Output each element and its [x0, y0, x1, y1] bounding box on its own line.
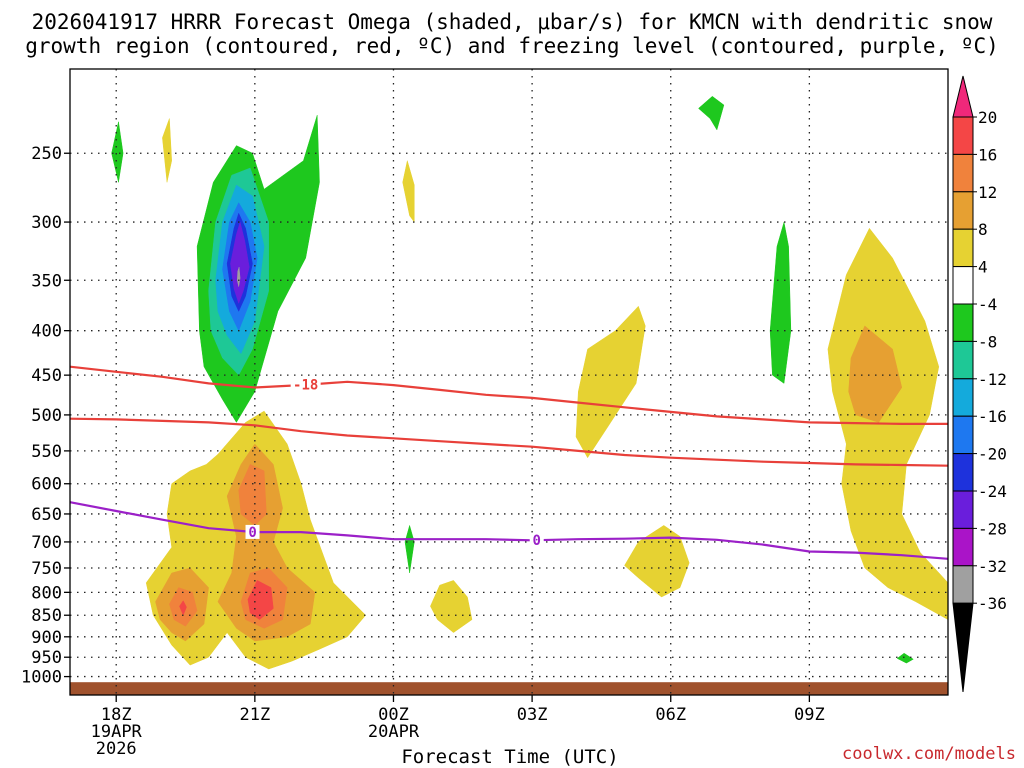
x-tick-date-00Z: 20APR — [368, 722, 420, 742]
omega-region-9 — [402, 160, 415, 223]
colorbar-label-6: -8 — [978, 332, 997, 351]
surface-terrain — [70, 682, 948, 695]
y-tick-label-550: 550 — [31, 442, 62, 462]
colorbar-swatch-10 — [952, 490, 974, 529]
surface-layer — [70, 682, 948, 695]
colorbar-label-13: -36 — [978, 594, 1007, 613]
contour-line--18 — [69, 365, 948, 425]
colorbar-label-3: 8 — [978, 220, 988, 239]
y-tick-label-1000: 1000 — [21, 668, 62, 688]
colorbar-swatch-9 — [952, 453, 974, 492]
plot-frame — [69, 68, 949, 696]
colorbar-cap-bottom — [952, 602, 974, 693]
omega-region-7 — [230, 221, 250, 304]
chart-title-line2: growth region (contoured, red, ºC) and f… — [25, 34, 999, 58]
colorbar-label-10: -24 — [978, 482, 1007, 501]
contour-label-bg-2-0 — [245, 524, 260, 539]
omega-region-1 — [162, 118, 172, 183]
colorbar-swatch-5 — [952, 303, 974, 342]
x-tick-date-18Z: 19APR — [91, 722, 143, 742]
y-tick-label-950: 950 — [31, 648, 62, 668]
omega-region-12 — [769, 221, 792, 384]
colorbar-swatch-3 — [952, 228, 974, 268]
colorbar-swatch-8 — [952, 415, 974, 455]
colorbar-label-9: -20 — [978, 445, 1007, 464]
omega-region-23 — [404, 525, 415, 574]
x-tick-label-09Z: 09Z — [794, 705, 825, 725]
contour-line--12 — [69, 417, 949, 467]
y-axis: 2503003504004505005506006507007508008509… — [21, 144, 70, 688]
colorbar: 20 16 12 8 4 -4 -8 -12 -16 -20 -24 -28 -32 -36 — [952, 75, 1007, 693]
y-tick-label-500: 500 — [31, 406, 62, 426]
x-tick-year-18Z: 2026 — [96, 739, 137, 759]
omega-region-0 — [111, 121, 124, 183]
colorbar-label-2: 12 — [978, 183, 997, 202]
colorbar-swatch-0 — [952, 116, 974, 155]
omega-region-26 — [896, 652, 914, 664]
omega-region-8 — [237, 266, 241, 287]
colorbar-label-11: -28 — [978, 519, 1007, 538]
colorbar-swatch-7 — [952, 378, 974, 417]
colorbar-swatch-4 — [952, 266, 974, 305]
x-tick-label-18Z: 18Z — [101, 705, 132, 725]
y-tick-label-850: 850 — [31, 606, 62, 626]
y-tick-label-650: 650 — [31, 505, 62, 525]
omega-region-11 — [575, 306, 646, 458]
contour-label-bg-2-1 — [529, 533, 544, 548]
omega-region-14 — [848, 325, 903, 423]
contour-label-2-1: 0 — [533, 533, 541, 549]
contour-line-0 — [69, 501, 949, 560]
omega-region-19 — [247, 580, 274, 620]
y-tick-label-450: 450 — [31, 366, 62, 386]
colorbar-swatch-6 — [952, 340, 974, 380]
contour-label-bg-0-0 — [290, 377, 321, 392]
colorbar-cap-top — [952, 75, 974, 118]
colorbar-swatch-1 — [952, 153, 974, 193]
contour-label-0-0: -18 — [293, 378, 318, 394]
x-tick-label-21Z: 21Z — [239, 705, 270, 725]
credit-link[interactable]: coolwx.com/models — [842, 744, 1016, 764]
x-tick-label-06Z: 06Z — [655, 705, 686, 725]
colorbar-swatch-12 — [952, 565, 974, 604]
omega-region-24 — [430, 580, 473, 633]
y-tick-label-600: 600 — [31, 475, 62, 495]
x-axis-title: Forecast Time (UTC) — [401, 746, 619, 768]
y-tick-label-250: 250 — [31, 144, 62, 164]
y-tick-label-750: 750 — [31, 559, 62, 579]
omega-region-10 — [698, 96, 725, 131]
y-tick-label-900: 900 — [31, 628, 62, 648]
contour-lines: -18 0 0 — [69, 365, 949, 560]
y-tick-label-800: 800 — [31, 583, 62, 603]
y-tick-label-700: 700 — [31, 533, 62, 553]
colorbar-label-5: -4 — [978, 295, 997, 314]
omega-region-25 — [624, 525, 690, 598]
colorbar-label-8: -16 — [978, 407, 1007, 426]
y-tick-label-350: 350 — [31, 271, 62, 291]
y-tick-label-400: 400 — [31, 322, 62, 342]
omega-shading-layer — [111, 96, 949, 670]
x-tick-label-03Z: 03Z — [517, 705, 548, 725]
colorbar-label-4: 4 — [978, 258, 988, 277]
colorbar-label-0: 20 — [978, 108, 997, 127]
colorbar-label-1: 16 — [978, 145, 997, 164]
colorbar-label-7: -12 — [978, 370, 1007, 389]
x-tick-label-00Z: 00Z — [378, 705, 409, 725]
colorbar-label-12: -32 — [978, 557, 1007, 576]
omega-region-22 — [179, 600, 187, 616]
contour-label-2-0: 0 — [248, 525, 256, 541]
colorbar-swatch-11 — [952, 527, 974, 567]
colorbar-swatch-2 — [952, 191, 974, 230]
chart-title-line1: 2026041917 HRRR Forecast Omega (shaded, … — [31, 10, 993, 34]
y-tick-label-300: 300 — [31, 213, 62, 233]
